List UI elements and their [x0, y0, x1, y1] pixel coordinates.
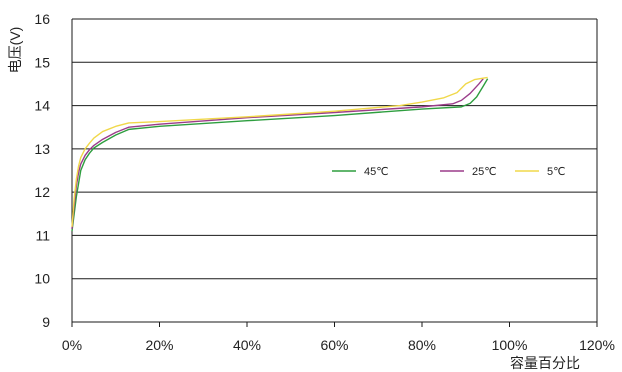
series-line-0 — [71, 78, 489, 232]
legend-label: 45℃ — [364, 166, 389, 178]
series-line-1 — [71, 78, 484, 230]
y-tick-label: 11 — [35, 227, 50, 243]
y-axis-label: 电压(V) — [7, 27, 23, 74]
legend: 45℃ 25℃ 5℃ — [332, 166, 565, 178]
y-tick-label: 15 — [34, 54, 50, 70]
series-line-2 — [71, 76, 488, 227]
x-tick-label: 20% — [145, 337, 173, 353]
legend-label: 5℃ — [547, 166, 565, 178]
y-tick-label: 9 — [42, 314, 50, 330]
series-lines — [71, 76, 489, 232]
x-tick-label: 120% — [579, 337, 615, 353]
y-tick-label: 14 — [34, 98, 50, 114]
x-tick-label: 80% — [408, 337, 436, 353]
y-tick-label: 10 — [34, 271, 50, 287]
y-tick-label: 13 — [34, 141, 50, 157]
x-tick-label: 60% — [320, 337, 348, 353]
x-tick-label: 0% — [62, 337, 82, 353]
y-tick-label: 12 — [34, 184, 50, 200]
legend-label: 25℃ — [472, 166, 497, 178]
x-tick-label: 40% — [233, 337, 261, 353]
y-tick-label: 16 — [34, 11, 50, 27]
x-tick-label: 100% — [492, 337, 528, 353]
tick-labels: 9 10 11 12 13 14 15 16 0% 20% 40% 60% 80% 100% 120% — [34, 11, 614, 353]
x-axis-label: 容量百分比 — [510, 355, 580, 371]
gridlines — [72, 18, 597, 323]
axes — [71, 19, 598, 327]
